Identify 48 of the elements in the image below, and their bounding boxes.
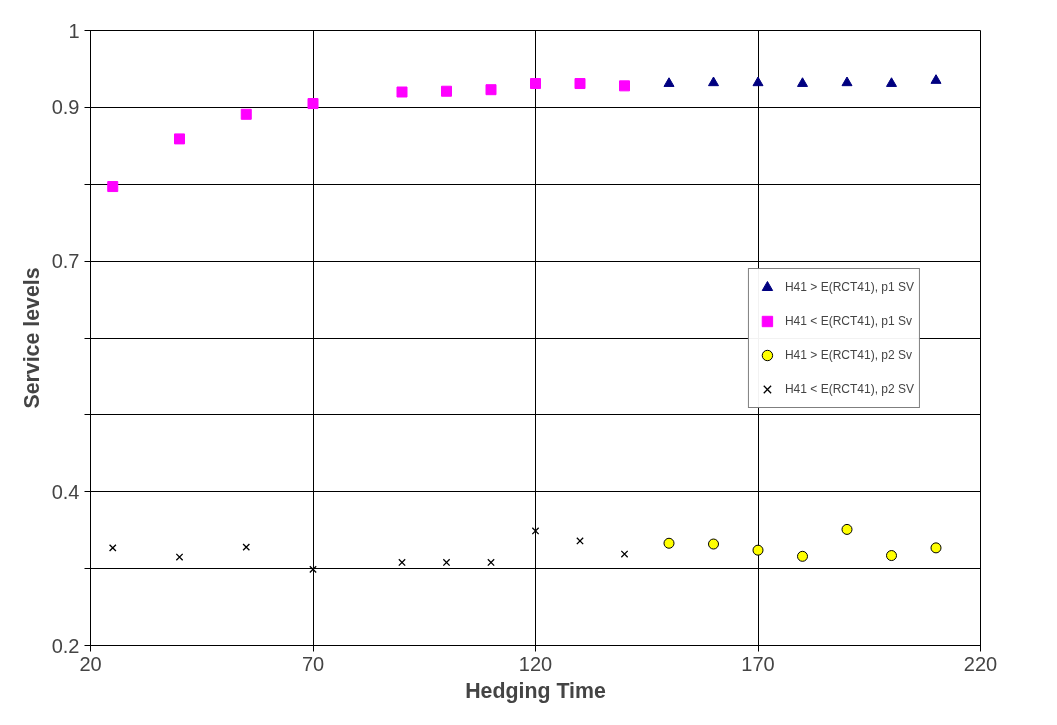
legend-label: H41 < E(RCT41), p1 Sv — [784, 312, 912, 330]
point — [441, 85, 452, 97]
y-tick-label: 0.2 — [51, 634, 80, 657]
x-tick-label: 170 — [741, 652, 775, 675]
x-tick-label: 220 — [963, 652, 998, 675]
point — [174, 133, 185, 145]
point — [708, 538, 719, 550]
y-tick-label: 1 — [68, 19, 80, 42]
point — [240, 108, 252, 120]
point — [930, 542, 942, 554]
point — [886, 550, 897, 562]
point — [531, 527, 540, 535]
x-tick-label: 20 — [79, 652, 102, 675]
legend-label: H41 < E(RCT41), p2 SV — [784, 380, 914, 398]
point — [841, 523, 853, 535]
point — [663, 537, 675, 549]
x-axis-title: Hedging Time — [465, 678, 606, 703]
point — [485, 84, 497, 96]
point — [107, 181, 119, 193]
point — [309, 565, 317, 574]
y-tick-label: 0.4 — [51, 480, 80, 503]
point — [307, 98, 319, 110]
point — [619, 80, 630, 92]
point — [930, 74, 942, 84]
point — [752, 76, 764, 87]
point — [398, 558, 406, 567]
point — [886, 77, 897, 87]
legend-label: H41 > E(RCT41), p1 SV — [784, 278, 914, 296]
point — [708, 76, 719, 87]
point — [530, 78, 541, 90]
point — [108, 544, 117, 552]
point — [797, 550, 808, 562]
legend-label: H41 > E(RCT41), p2 Sv — [784, 346, 912, 364]
point — [620, 550, 629, 558]
point — [487, 558, 495, 567]
x-tick-label: 70 — [301, 652, 325, 675]
point — [175, 553, 184, 561]
y-tick-label: 0.7 — [51, 250, 80, 273]
y-tick-label: 0.9 — [51, 96, 80, 119]
point — [752, 544, 764, 556]
point — [242, 543, 251, 551]
y-axis-title: Service levels — [19, 267, 44, 409]
point — [574, 78, 586, 90]
point — [841, 76, 853, 87]
x-tick-label: 120 — [518, 652, 553, 675]
point — [797, 77, 808, 87]
point — [663, 77, 675, 87]
point — [396, 86, 408, 98]
